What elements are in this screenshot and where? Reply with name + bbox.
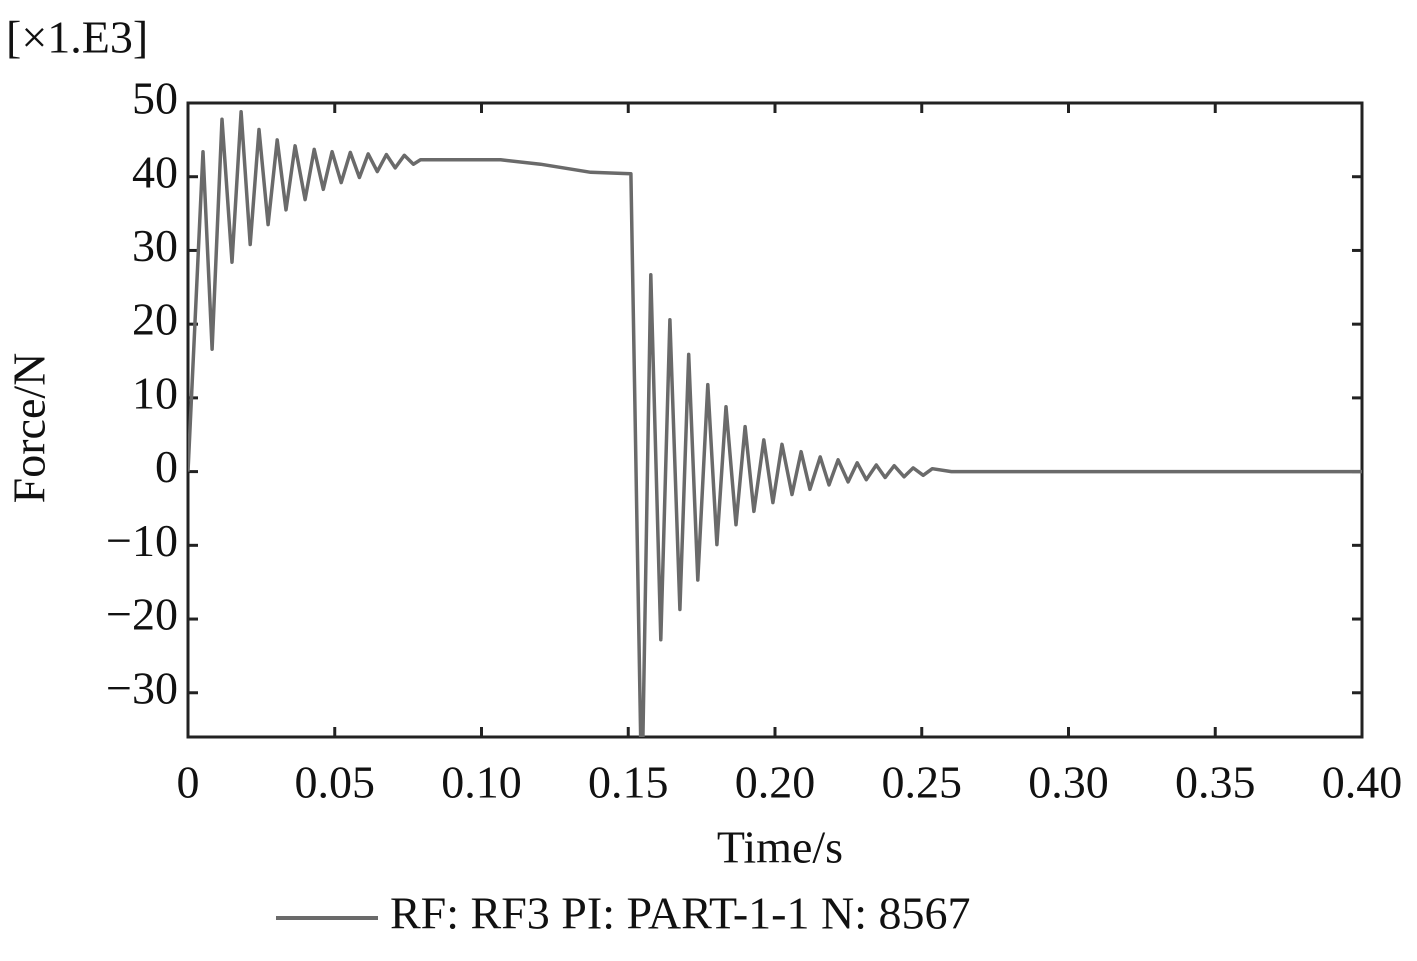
x-tick-label: 0.05	[295, 757, 376, 808]
x-tick-label: 0.40	[1322, 757, 1403, 808]
scale-label: [×1.E3]	[6, 12, 148, 63]
x-tick-label: 0.15	[588, 757, 669, 808]
y-axis-label: Force/N	[4, 353, 55, 504]
x-tick-label: 0.10	[441, 757, 522, 808]
y-tick-label: 10	[132, 367, 178, 418]
y-tick-label: 40	[132, 146, 178, 197]
y-tick-label: 0	[155, 441, 178, 492]
y-tick-label: 30	[132, 220, 178, 271]
y-tick-label: 50	[132, 73, 178, 124]
y-tick-label: −10	[106, 515, 178, 566]
data-line	[188, 110, 1362, 737]
x-tick-label: 0.20	[735, 757, 816, 808]
x-axis-label: Time/s	[717, 822, 843, 873]
x-tick-label: 0.25	[882, 757, 963, 808]
x-tick-label: 0.35	[1175, 757, 1256, 808]
plot-frame	[186, 101, 1364, 739]
x-tick-label: 0.30	[1028, 757, 1109, 808]
y-tick-label: −30	[106, 662, 178, 713]
y-tick-label: 20	[132, 294, 178, 345]
y-tick-label: −20	[106, 589, 178, 640]
x-tick-label: 0	[177, 757, 200, 808]
legend-label: RF: RF3 PI: PART-1-1 N: 8567	[390, 888, 971, 939]
